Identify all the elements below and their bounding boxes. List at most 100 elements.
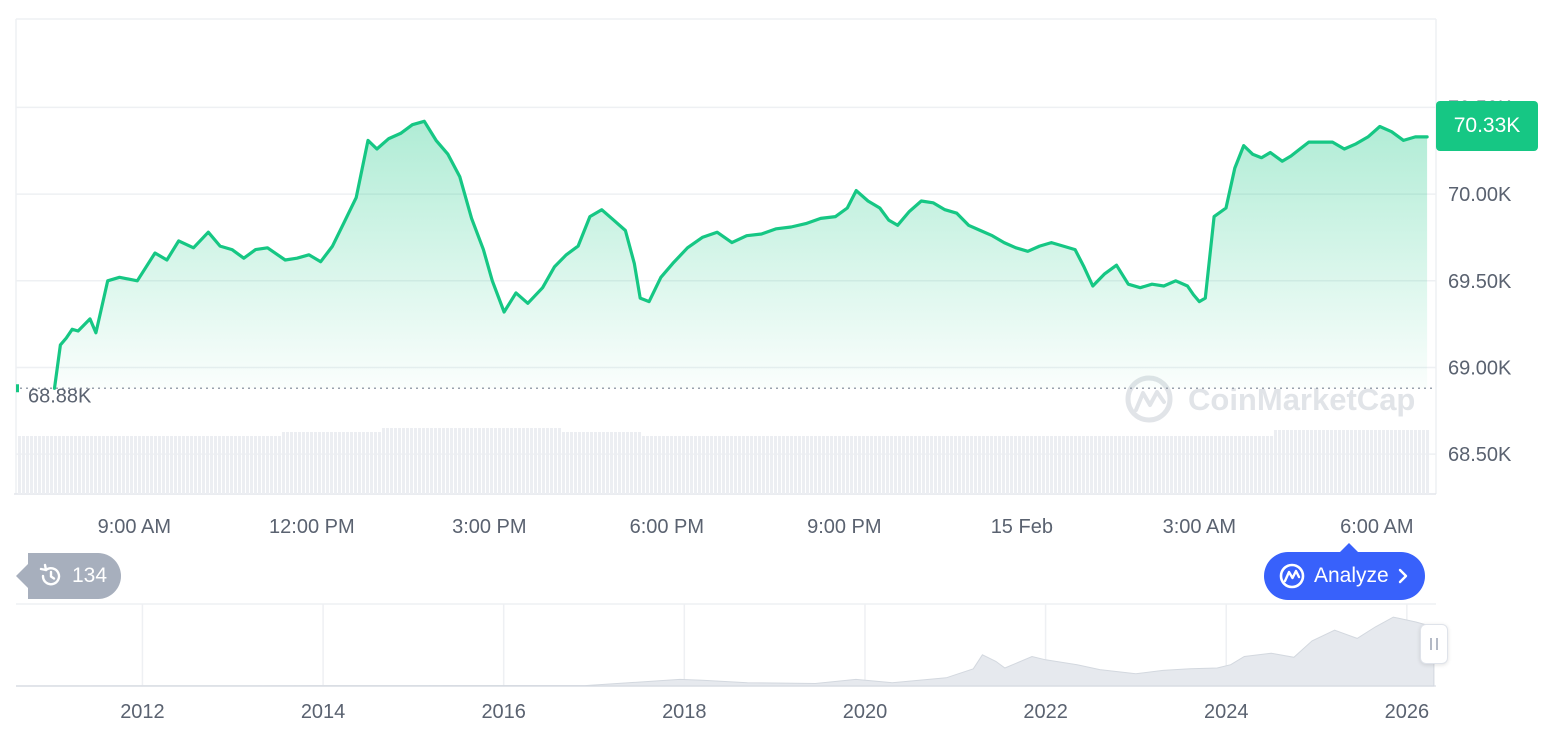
volume-bar <box>434 428 437 494</box>
volume-bar <box>982 436 985 494</box>
volume-bar <box>38 436 41 494</box>
volume-bar <box>758 436 761 494</box>
volume-bar <box>166 436 169 494</box>
volume-bar <box>1250 436 1253 494</box>
volume-bar <box>874 436 877 494</box>
volume-bar <box>126 436 129 494</box>
volume-bar <box>970 436 973 494</box>
volume-bar <box>150 436 153 494</box>
volume-bar <box>1022 436 1025 494</box>
x-tick-label: 9:00 PM <box>807 516 881 538</box>
volume-bar <box>926 436 929 494</box>
volume-bar <box>34 436 37 494</box>
volume-bar <box>382 428 385 494</box>
volume-bar <box>766 436 769 494</box>
volume-bar <box>578 432 581 494</box>
volume-bar <box>882 436 885 494</box>
history-badge[interactable]: 134 <box>15 553 122 599</box>
volume-bar <box>222 436 225 494</box>
volume-bar <box>430 428 433 494</box>
volume-bar <box>1030 436 1033 494</box>
volume-bar <box>854 436 857 494</box>
analyze-button[interactable]: Analyze <box>1264 543 1425 600</box>
volume-bar <box>266 436 269 494</box>
volume-bar <box>346 432 349 494</box>
x-tick-label: 15 Feb <box>991 516 1053 538</box>
volume-bar <box>1410 430 1413 494</box>
volume-bar <box>274 436 277 494</box>
navigator[interactable]: 2012 2014 2016 2018 2020 2022 2024 2026 <box>15 603 1436 723</box>
volume-bar <box>1062 436 1065 494</box>
volume-bar <box>214 436 217 494</box>
volume-bar <box>938 436 941 494</box>
volume-bar <box>450 428 453 494</box>
volume-bar <box>1034 436 1037 494</box>
volume-bar <box>810 436 813 494</box>
volume-bar <box>1182 436 1185 494</box>
volume-bar <box>1042 436 1045 494</box>
navigator-history-area <box>15 616 1435 687</box>
volume-bar <box>110 436 113 494</box>
volume-bar <box>1378 430 1381 494</box>
volume-bar <box>1418 430 1421 494</box>
volume-bar <box>962 436 965 494</box>
volume-bar <box>1342 430 1345 494</box>
volume-bar <box>42 436 45 494</box>
volume-bar <box>558 428 561 494</box>
volume-bar <box>410 428 413 494</box>
volume-bar <box>1302 430 1305 494</box>
volume-bar <box>1190 436 1193 494</box>
volume-bar <box>506 428 509 494</box>
volume-bar <box>550 428 553 494</box>
volume-bar <box>1146 436 1149 494</box>
volume-bar <box>390 428 393 494</box>
grip-handle-line <box>1436 638 1438 650</box>
volume-bar <box>158 436 161 494</box>
volume-bar <box>70 436 73 494</box>
volume-bar <box>702 436 705 494</box>
volume-bar <box>66 436 69 494</box>
volume-bar <box>894 436 897 494</box>
volume-bar <box>374 432 377 494</box>
volume-bar <box>1310 430 1313 494</box>
volume-bar <box>862 436 865 494</box>
volume-bar <box>774 436 777 494</box>
volume-bar <box>1074 436 1077 494</box>
volume-bar <box>338 432 341 494</box>
navigator-year-label: 2022 <box>1023 701 1068 723</box>
volume-bar <box>662 436 665 494</box>
volume-bar <box>1018 436 1021 494</box>
volume-bar <box>642 436 645 494</box>
volume-bar <box>1366 430 1369 494</box>
volume-bar <box>954 436 957 494</box>
volume-bar <box>78 436 81 494</box>
volume-bar <box>238 436 241 494</box>
volume-bar <box>730 436 733 494</box>
volume-bar <box>1374 430 1377 494</box>
volume-bar <box>762 436 765 494</box>
volume-bar <box>1402 430 1405 494</box>
volume-bars <box>18 428 1429 494</box>
volume-bar <box>282 432 285 494</box>
volume-bar <box>130 436 133 494</box>
volume-bar <box>86 436 89 494</box>
volume-bar <box>1238 436 1241 494</box>
volume-bar <box>690 436 693 494</box>
navigator-scroll-handle[interactable] <box>1420 624 1448 664</box>
navigator-year-label: 2026 <box>1385 701 1430 723</box>
volume-bar <box>654 436 657 494</box>
volume-bar <box>990 436 993 494</box>
volume-bar <box>790 436 793 494</box>
volume-bar <box>1346 430 1349 494</box>
volume-bar <box>910 436 913 494</box>
volume-bar <box>1242 436 1245 494</box>
volume-bar <box>1026 436 1029 494</box>
volume-bar <box>1014 436 1017 494</box>
volume-bar <box>246 436 249 494</box>
volume-bar <box>1106 436 1109 494</box>
volume-bar <box>1082 436 1085 494</box>
volume-bar <box>650 436 653 494</box>
volume-bar <box>1090 436 1093 494</box>
volume-bar <box>1286 430 1289 494</box>
